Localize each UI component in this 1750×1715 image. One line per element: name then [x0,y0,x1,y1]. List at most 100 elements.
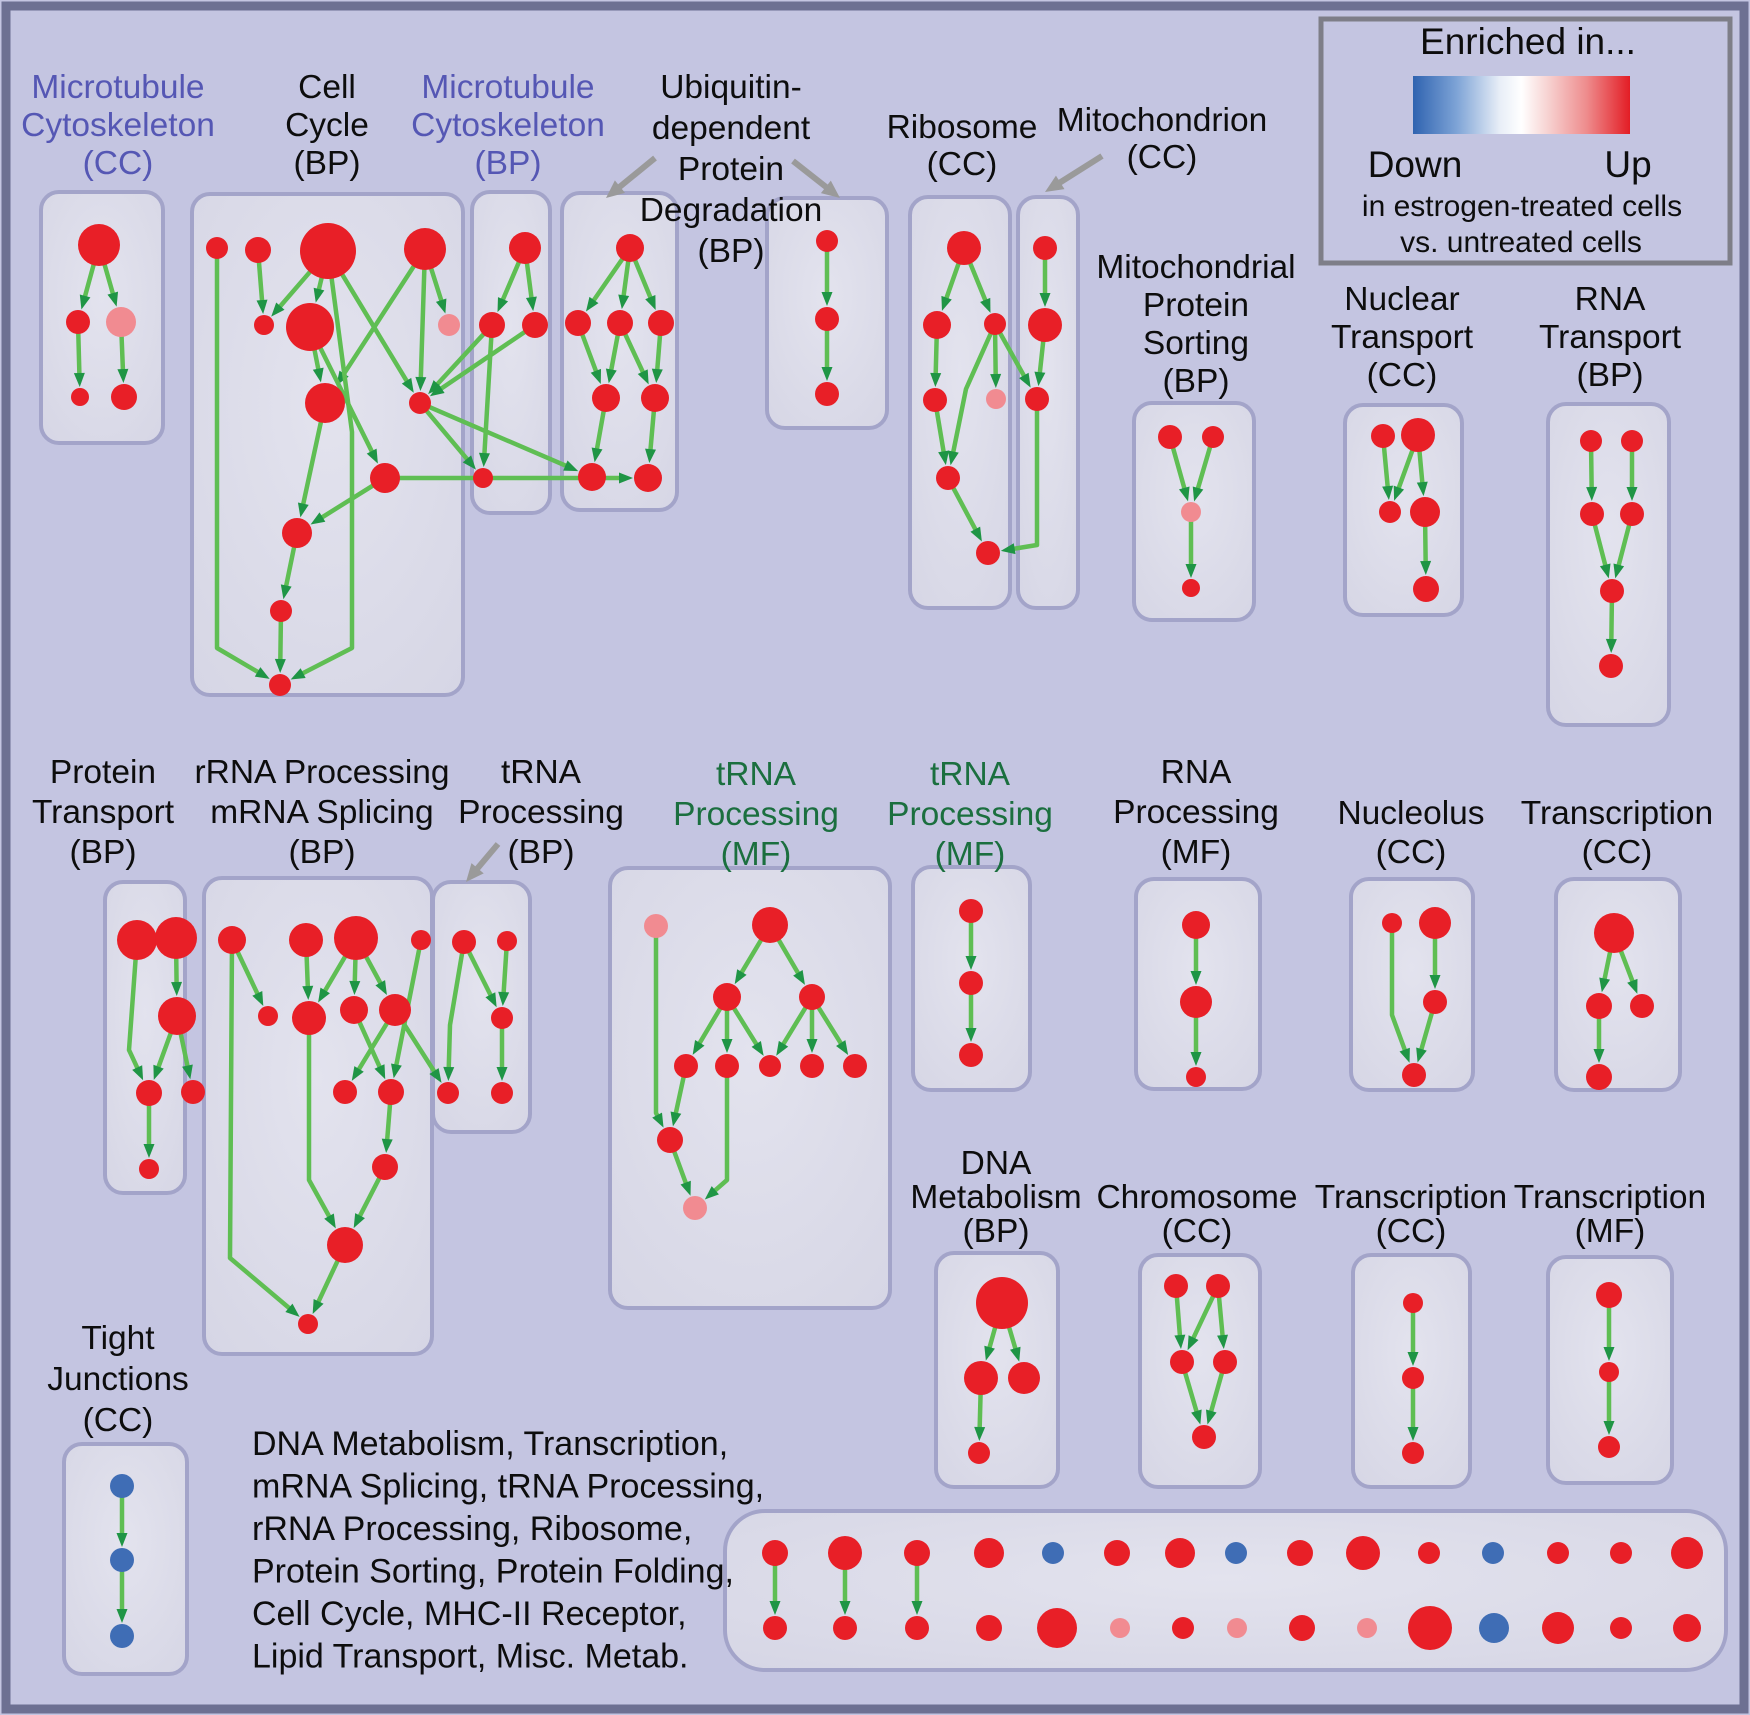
svg-text:(CC): (CC) [1127,139,1198,176]
edge-P2-P3 [153,1030,174,1080]
go-term-node-D3 [968,1442,990,1464]
edge-C9-C10 [310,483,376,525]
edge-RT2-RT4 [1592,522,1611,579]
edge-NT3-NT4 [1420,523,1432,576]
edge-T2-T4 [496,1025,508,1081]
go-term-node-U2 [607,310,633,336]
go-term-node-B11b [1408,1606,1452,1650]
go-term-node-NT0 [1371,424,1395,448]
go-term-node-C5 [286,303,334,351]
edge-C3-C6 [428,265,447,314]
misc-terms-line-6: Lipid Transport, Misc. Metab. [252,1638,689,1676]
edge-MT0-MT1 [497,259,522,313]
go-term-node-T4 [491,1082,513,1104]
svg-text:Ubiquitin-: Ubiquitin- [660,69,802,106]
go-term-node-B10b [1357,1618,1377,1638]
go-term-node-R6 [976,541,1000,565]
go-term-node-G1 [752,907,788,943]
edge-G4-G9 [670,1074,686,1127]
edge-G1-G3 [776,937,805,985]
svg-text:(BP): (BP) [1577,357,1644,394]
cluster-label-tight-junctions: Tight Junctions (CC) [47,1320,189,1439]
go-term-node-S1 [289,923,323,957]
go-term-node-R1 [923,311,951,339]
go-term-node-TC1 [1586,993,1612,1019]
go-term-node-H2 [959,1043,983,1067]
go-term-node-K2 [1170,1350,1194,1374]
go-term-node-B11t [1418,1542,1440,1564]
go-term-node-K0 [1164,1274,1188,1298]
go-term-node-G9 [657,1127,683,1153]
edge-MC0-MC1 [79,262,96,310]
svg-text:(MF): (MF) [1161,834,1232,871]
edge-G3-G8 [816,1004,849,1055]
go-term-node-Y0 [1596,1282,1622,1308]
go-term-node-B13t [1547,1542,1569,1564]
svg-text:Tight: Tight [81,1320,155,1357]
edge-T1-T2 [498,947,510,1007]
go-term-node-B13b [1542,1612,1574,1644]
svg-text:Transcription: Transcription [1514,1179,1706,1216]
edge-C8-U6 [426,404,579,472]
edge-NU2-NU3 [1416,1010,1435,1063]
edge-C10-C11 [280,544,297,600]
edge-MI0-MI1 [1039,256,1051,307]
go-term-node-RT5 [1599,654,1623,678]
go-term-node-TC3 [1586,1064,1612,1090]
edge-S7-S8 [351,1020,390,1081]
svg-text:(BP): (BP) [70,834,137,871]
edge-R1-R3 [930,335,942,388]
svg-text:Transcription: Transcription [1521,795,1713,832]
go-term-node-B2t [828,1536,862,1570]
go-term-node-B9t [1287,1540,1313,1566]
edge-B2t-B2b [839,1566,851,1615]
svg-text:(CC): (CC) [927,146,998,183]
go-term-node-S10 [372,1154,398,1180]
edge-Y1-Y2 [1603,1378,1615,1435]
cluster-label-transcription-cc-row3: Transcription(CC) [1315,1179,1507,1250]
edge-G5-G10 [704,1074,730,1200]
cluster-box-nucleolus [1349,877,1475,1092]
go-term-node-V0 [816,230,838,252]
edge-P0-P3 [126,956,144,1081]
edge-RT3-RT4 [1613,522,1632,579]
go-term-node-MS0 [1158,425,1182,449]
edge-C5-C7 [312,347,324,383]
go-term-node-MI1 [1028,308,1062,342]
go-term-node-S6 [340,996,368,1024]
edge-V0-V1 [821,248,833,306]
edge-U2-U5 [622,331,649,385]
edge-U1-U4 [579,331,602,384]
go-term-node-K1 [1206,1274,1230,1298]
cluster-label-chromosome: Chromosome(CC) [1096,1179,1297,1250]
svg-text:Nuclear: Nuclear [1344,281,1459,318]
go-term-node-RT1 [1621,430,1643,452]
go-term-node-C8 [409,392,431,414]
svg-text:(CC): (CC) [1367,357,1438,394]
go-term-node-RT3 [1620,502,1644,526]
go-term-node-G5 [715,1054,739,1078]
edge-U4-U6 [591,408,606,463]
go-term-node-NT4 [1413,576,1439,602]
go-term-node-U4 [592,384,620,412]
svg-text:Microtubule: Microtubule [31,69,204,106]
go-term-node-C11 [270,600,292,622]
edge-MT1-MTB [478,334,494,468]
ubiquitin-left-arrow-icon [606,155,657,198]
legend-up-label: Up [1604,144,1651,185]
edge-G9-G10 [671,1149,691,1196]
svg-text:Cytoskeleton: Cytoskeleton [411,107,605,144]
svg-text:Protein: Protein [50,754,156,791]
edge-MS2-MS3 [1185,518,1197,578]
edge-G2-G6 [731,1005,764,1056]
edge-S0-SB [227,950,300,1317]
edge-G1-G2 [734,937,764,985]
edge-Y0-Y1 [1603,1304,1615,1361]
legend: Enriched in... Down Up in estrogen-treated … [1318,16,1733,266]
edge-X1-X2 [1407,1385,1419,1441]
edge-S2-S6 [349,956,361,996]
svg-text:Cell: Cell [298,69,356,106]
